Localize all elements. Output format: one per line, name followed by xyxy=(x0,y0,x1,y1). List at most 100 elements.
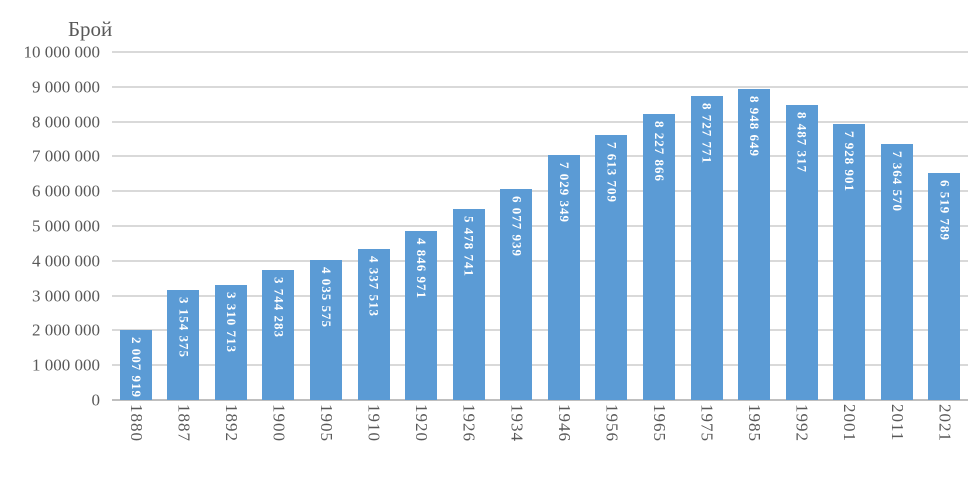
bar-1934: 6 077 939 xyxy=(500,188,533,400)
bar-cell: 7 613 709 xyxy=(588,52,636,400)
bar-value-label: 7 029 349 xyxy=(556,162,572,224)
bar-value-label: 4 337 513 xyxy=(366,256,382,318)
bar-value-label: 8 727 771 xyxy=(699,103,715,165)
bar-1956: 7 613 709 xyxy=(595,135,628,400)
x-tick-label: 1910 xyxy=(364,404,384,442)
y-tick-label: 6 000 000 xyxy=(32,181,100,201)
bar-value-label: 2 007 919 xyxy=(128,337,144,399)
gridline xyxy=(112,155,968,158)
x-tick-label: 1975 xyxy=(697,404,717,442)
y-axis-tick-labels: 0 1 000 000 2 000 000 3 000 000 4 000 000 5 0… xyxy=(0,44,101,409)
bar-cell: 6 077 939 xyxy=(493,52,541,400)
x-tick-label: 2001 xyxy=(840,404,860,442)
bar-value-label: 6 519 789 xyxy=(937,180,953,242)
bar-1926: 5 478 741 xyxy=(452,209,485,400)
bar-value-label: 3 744 283 xyxy=(271,276,287,338)
x-tick-cell: 1956 xyxy=(588,404,636,470)
x-tick-cell: 1965 xyxy=(635,404,683,470)
bar-value-label: 4 035 575 xyxy=(319,266,335,328)
x-tick-label: 1880 xyxy=(126,404,146,442)
bar-1900: 3 744 283 xyxy=(262,269,295,400)
gridline xyxy=(112,51,968,53)
x-tick-label: 1920 xyxy=(412,404,432,442)
y-tick-label: 9 000 000 xyxy=(32,77,100,97)
bar-1892: 3 310 713 xyxy=(214,284,247,400)
bar-value-label: 5 478 741 xyxy=(461,216,477,278)
gridline xyxy=(112,259,968,262)
x-tick-label: 2011 xyxy=(887,404,907,442)
bar-2001: 7 928 901 xyxy=(833,124,866,400)
gridline xyxy=(112,364,968,367)
bar-1992: 8 487 317 xyxy=(785,104,818,400)
bar-1975: 8 727 771 xyxy=(690,96,723,400)
y-tick-label: 4 000 000 xyxy=(32,251,100,271)
bar-cell: 4 035 575 xyxy=(302,52,350,400)
x-tick-cell: 1887 xyxy=(160,404,208,470)
plot-area: 2 007 919 3 154 375 3 310 713 3 744 283 4 03… xyxy=(112,51,968,401)
gridline xyxy=(112,85,968,88)
x-tick-cell: 1992 xyxy=(778,404,826,470)
y-tick-label: 8 000 000 xyxy=(32,112,100,132)
bar-1965: 8 227 866 xyxy=(642,113,675,400)
y-axis-title: Брой xyxy=(68,17,113,41)
x-tick-label: 1965 xyxy=(649,404,669,442)
y-tick-label: 2 000 000 xyxy=(32,320,100,340)
x-tick-cell: 1946 xyxy=(540,404,588,470)
x-axis-line xyxy=(112,399,968,401)
x-tick-cell: 1900 xyxy=(255,404,303,470)
bar-1887: 3 154 375 xyxy=(167,290,200,400)
bar-value-label: 4 846 971 xyxy=(414,238,430,300)
bar-1946: 7 029 349 xyxy=(547,155,580,400)
x-tick-label: 1900 xyxy=(269,404,289,442)
x-tick-cell: 2001 xyxy=(825,404,873,470)
bar-1985: 8 948 649 xyxy=(738,88,771,400)
bar-1880: 2 007 919 xyxy=(119,330,152,400)
x-tick-label: 1946 xyxy=(554,404,574,442)
bar-2011: 7 364 570 xyxy=(880,143,913,400)
bar-value-label: 3 154 375 xyxy=(176,297,192,359)
x-tick-label: 1892 xyxy=(221,404,241,442)
gridline xyxy=(112,329,968,332)
x-tick-label: 1992 xyxy=(792,404,812,442)
x-tick-label: 1926 xyxy=(459,404,479,442)
gridline xyxy=(112,190,968,193)
x-tick-cell: 1880 xyxy=(112,404,160,470)
bar-cell: 5 478 741 xyxy=(445,52,493,400)
y-tick-label: 5 000 000 xyxy=(32,216,100,236)
x-tick-label: 1985 xyxy=(745,404,765,442)
bar-value-label: 7 613 709 xyxy=(604,142,620,204)
y-tick-label: 0 xyxy=(91,390,101,410)
x-tick-label: 1956 xyxy=(602,404,622,442)
x-tick-label: 1905 xyxy=(317,404,337,442)
bar-value-label: 8 948 649 xyxy=(747,95,763,157)
x-tick-cell: 1920 xyxy=(397,404,445,470)
bar-cell: 3 154 375 xyxy=(160,52,208,400)
gridline xyxy=(112,120,968,123)
y-tick-label: 3 000 000 xyxy=(32,286,100,306)
bars-container: 2 007 919 3 154 375 3 310 713 3 744 283 4 03… xyxy=(112,52,968,400)
bar-1910: 4 337 513 xyxy=(357,249,390,400)
bar-cell: 8 948 649 xyxy=(730,52,778,400)
x-tick-cell: 1985 xyxy=(730,404,778,470)
x-tick-label: 2021 xyxy=(935,404,955,442)
bar-cell: 8 487 317 xyxy=(778,52,826,400)
bar-cell: 3 744 283 xyxy=(255,52,303,400)
gridline xyxy=(112,294,968,297)
bar-cell: 7 364 570 xyxy=(873,52,921,400)
bar-1905: 4 035 575 xyxy=(310,259,343,400)
bar-cell: 6 519 789 xyxy=(921,52,969,400)
y-tick-label: 10 000 000 xyxy=(23,42,101,62)
x-tick-label: 1934 xyxy=(507,404,527,442)
x-axis-tick-labels: 1880 1887 1892 1900 1905 1910 1920 1926 1934 1946… xyxy=(112,404,968,470)
bar-value-label: 8 227 866 xyxy=(651,120,667,182)
bar-value-label: 3 310 713 xyxy=(223,291,239,353)
bar-2021: 6 519 789 xyxy=(928,173,961,400)
x-tick-cell: 2021 xyxy=(921,404,969,470)
x-tick-cell: 2011 xyxy=(873,404,921,470)
bar-value-label: 7 364 570 xyxy=(889,150,905,212)
y-tick-label: 1 000 000 xyxy=(32,355,100,375)
x-tick-cell: 1975 xyxy=(683,404,731,470)
x-tick-cell: 1910 xyxy=(350,404,398,470)
gridline xyxy=(112,225,968,227)
